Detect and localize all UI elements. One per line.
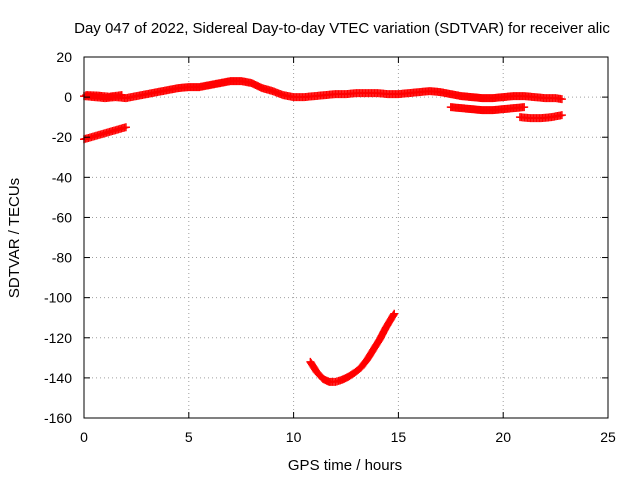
y-tick-label: -40 [52, 169, 72, 185]
data-point [557, 111, 566, 120]
plot-frame [83, 56, 609, 419]
data-point [520, 103, 529, 112]
x-tick-label: 0 [80, 429, 88, 445]
x-tick-label: 5 [185, 429, 193, 445]
y-tick-label: -20 [52, 129, 72, 145]
data-point [117, 91, 126, 100]
data-point [557, 95, 566, 104]
y-tick-label: -160 [44, 410, 72, 426]
x-axis-label: GPS time / hours [288, 457, 402, 474]
y-tick-label: -140 [44, 370, 72, 386]
y-tick-label: -80 [52, 250, 72, 266]
x-tick-label: 10 [286, 429, 302, 445]
x-tick-label: 15 [391, 429, 407, 445]
ticks: 0 5 10 15 20 25 20 0 -20 -40 -60 -80 -100 -120 -140 -16… [44, 49, 616, 445]
grid [84, 57, 608, 418]
x-tick-label: 25 [600, 429, 616, 445]
data-point [389, 310, 398, 319]
y-axis-label: SDTVAR / TECUs [6, 178, 23, 298]
data-point [390, 309, 399, 318]
y-tick-label: 20 [56, 49, 72, 65]
data-points [80, 77, 566, 386]
data-point [121, 123, 130, 132]
chart-title: Day 047 of 2022, Sidereal Day-to-day VTE… [74, 20, 610, 37]
y-tick-label: -100 [44, 290, 72, 306]
y-tick-label: -120 [44, 330, 72, 346]
y-tick-label: 0 [64, 89, 72, 105]
x-tick-label: 20 [495, 429, 511, 445]
y-tick-label: -60 [52, 209, 72, 225]
